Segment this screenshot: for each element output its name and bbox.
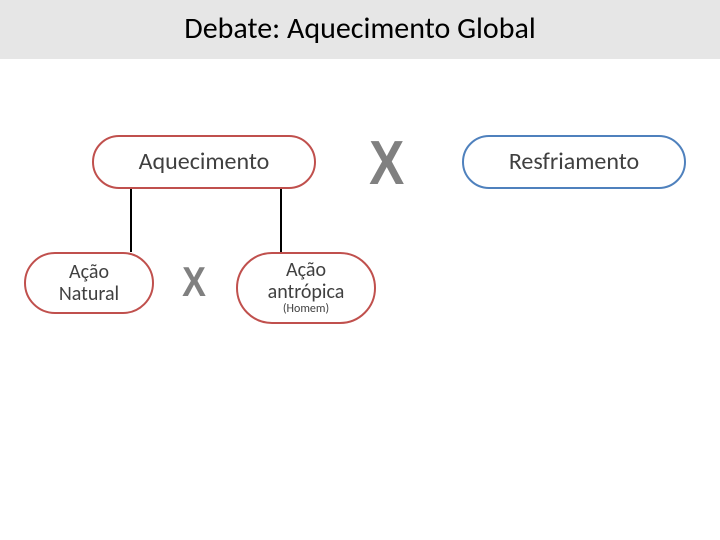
node-label-line: Ação: [286, 259, 326, 281]
x-mark-icon: X: [182, 258, 206, 306]
node-label-subline: (Homem): [283, 303, 329, 316]
node-label-line: antrópica: [268, 281, 345, 303]
connector: [130, 189, 132, 252]
node-acao-natural: Ação Natural: [24, 252, 154, 314]
title-bar: Debate: Aquecimento Global: [0, 0, 720, 59]
x-mark-icon: X: [369, 128, 404, 199]
node-label: Aquecimento: [139, 149, 270, 175]
node-label: Resfriamento: [509, 149, 639, 175]
node-label-line: Ação: [69, 261, 109, 283]
page-title: Debate: Aquecimento Global: [184, 10, 535, 47]
node-acao-antropica: Ação antrópica (Homem): [236, 252, 376, 324]
node-resfriamento: Resfriamento: [462, 135, 686, 189]
node-aquecimento: Aquecimento: [92, 135, 316, 189]
node-label-line: Natural: [59, 283, 119, 305]
connector: [280, 189, 282, 252]
